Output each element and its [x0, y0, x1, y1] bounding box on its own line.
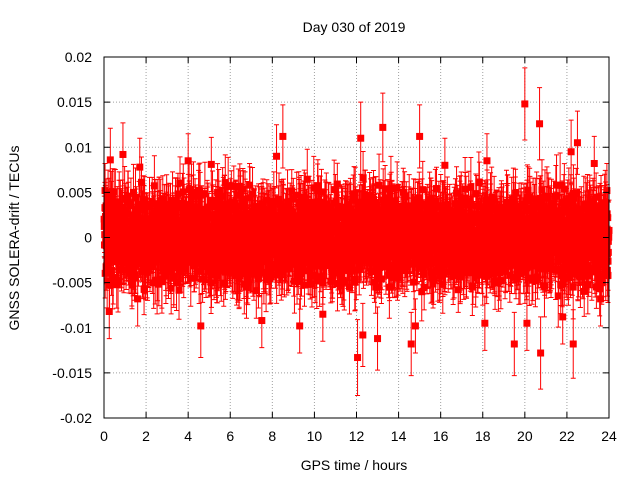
data-point	[199, 275, 207, 283]
data-point	[176, 179, 184, 187]
data-point	[237, 255, 245, 263]
data-point	[393, 184, 401, 192]
data-point	[241, 259, 249, 267]
data-point	[224, 182, 232, 190]
data-point	[235, 251, 243, 259]
data-point	[137, 178, 145, 186]
data-point	[173, 279, 181, 287]
data-point	[109, 274, 117, 282]
data-point	[214, 188, 222, 196]
data-point	[151, 200, 159, 208]
data-point	[375, 181, 383, 189]
data-point	[333, 180, 341, 188]
data-point	[176, 267, 184, 275]
data-band	[100, 148, 613, 328]
data-point	[170, 273, 178, 281]
data-point	[160, 252, 168, 260]
data-point	[101, 269, 109, 277]
data-point	[221, 268, 229, 276]
data-point	[243, 247, 251, 255]
data-point	[113, 281, 121, 289]
data-point	[107, 267, 115, 275]
data-point	[234, 191, 242, 199]
data-point	[116, 208, 124, 216]
data-point	[128, 281, 136, 289]
data-point	[246, 194, 254, 202]
data-point	[118, 266, 126, 274]
data-point	[175, 286, 183, 294]
data-point	[154, 276, 162, 284]
data-point	[148, 261, 156, 269]
data-point	[230, 182, 238, 190]
data-point	[150, 182, 158, 190]
data-point	[242, 283, 250, 291]
data-point	[112, 215, 120, 223]
chart-title: Day 030 of 2019	[303, 19, 406, 35]
data-point	[233, 210, 241, 218]
data-point	[196, 256, 204, 264]
data-point	[180, 264, 188, 272]
data-point	[204, 203, 212, 211]
data-point	[201, 190, 209, 198]
data-point	[140, 203, 148, 211]
data-point	[128, 237, 136, 245]
data-point	[190, 189, 198, 197]
data-point	[467, 183, 475, 191]
data-point	[115, 200, 123, 208]
data-point	[179, 188, 187, 196]
data-point	[102, 263, 110, 271]
data-point	[249, 190, 257, 198]
data-point	[191, 203, 199, 211]
data-point	[167, 284, 175, 292]
data-point	[141, 196, 149, 204]
data-point	[219, 192, 227, 200]
data-point	[303, 175, 311, 183]
data-point	[127, 200, 135, 208]
data-point	[239, 185, 247, 193]
